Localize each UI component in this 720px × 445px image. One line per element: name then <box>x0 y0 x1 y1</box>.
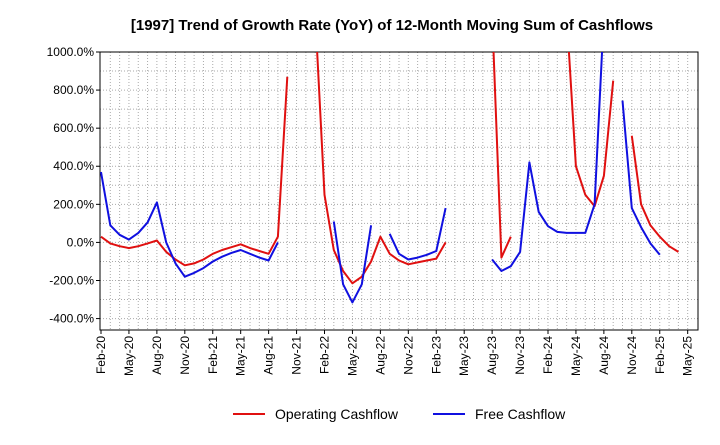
legend: Operating Cashflow Free Cashflow <box>233 406 566 422</box>
x-tick-label: Nov-20 <box>178 336 192 375</box>
operating-cashflow-line <box>492 52 512 259</box>
x-tick-label: May-20 <box>122 336 136 376</box>
x-tick-label: Aug-22 <box>373 336 387 375</box>
x-tick-label: Aug-20 <box>150 336 164 375</box>
x-tick-label: Nov-21 <box>290 336 304 375</box>
x-tick-label: May-21 <box>234 336 248 376</box>
operating-cashflow-line <box>567 52 615 208</box>
y-tick-label: 400.0% <box>53 159 94 173</box>
series-lines <box>100 52 679 304</box>
x-tick-label: Aug-21 <box>262 336 276 375</box>
x-tick-label: May-25 <box>681 336 695 376</box>
y-tick-label: 200.0% <box>53 197 94 211</box>
operating-cashflow-line <box>630 135 679 253</box>
operating-cashflow-line <box>100 76 289 267</box>
free-cashflow-line <box>332 221 373 304</box>
operating-cashflow-line <box>316 52 447 285</box>
free-cashflow-line <box>100 171 279 278</box>
x-tick-label: Nov-22 <box>401 336 415 375</box>
free-cashflow-line <box>491 52 604 272</box>
free-cashflow-line <box>388 207 447 261</box>
x-tick-label: Feb-25 <box>653 336 667 374</box>
x-tick-label: Aug-23 <box>485 336 499 375</box>
x-axis-ticks: Feb-20 May-20 Aug-20 Nov-20 Feb-21 May-21 Aug-… <box>94 330 695 376</box>
y-tick-label: 1000.0% <box>47 45 95 59</box>
x-tick-label: May-23 <box>457 336 471 376</box>
x-tick-label: Feb-20 <box>94 336 108 374</box>
free-cashflow-line <box>621 100 661 256</box>
x-tick-label: Feb-23 <box>429 336 443 374</box>
y-axis-ticks: -400.0% -200.0% 0.0% 200.0% 400.0% 600.0% 800.… <box>47 45 100 326</box>
x-tick-label: May-24 <box>569 336 583 376</box>
plot-frame <box>99 51 699 331</box>
y-tick-label: 800.0% <box>53 83 94 97</box>
x-tick-label: May-22 <box>345 336 359 376</box>
legend-operating-cashflow-label: Operating Cashflow <box>275 406 399 422</box>
x-tick-label: Feb-22 <box>318 336 332 374</box>
x-tick-label: Nov-23 <box>513 336 527 375</box>
x-tick-label: Nov-24 <box>625 336 639 375</box>
y-tick-label: 0.0% <box>67 235 95 249</box>
legend-free-cashflow-label: Free Cashflow <box>475 406 566 422</box>
x-tick-label: Feb-21 <box>206 336 220 374</box>
y-tick-label: -400.0% <box>49 312 94 326</box>
y-tick-label: -200.0% <box>49 273 94 287</box>
chart-title: [1997] Trend of Growth Rate (YoY) of 12-… <box>131 17 653 34</box>
x-tick-label: Aug-24 <box>597 336 611 375</box>
x-tick-label: Feb-24 <box>541 336 555 374</box>
y-tick-label: 600.0% <box>53 121 94 135</box>
